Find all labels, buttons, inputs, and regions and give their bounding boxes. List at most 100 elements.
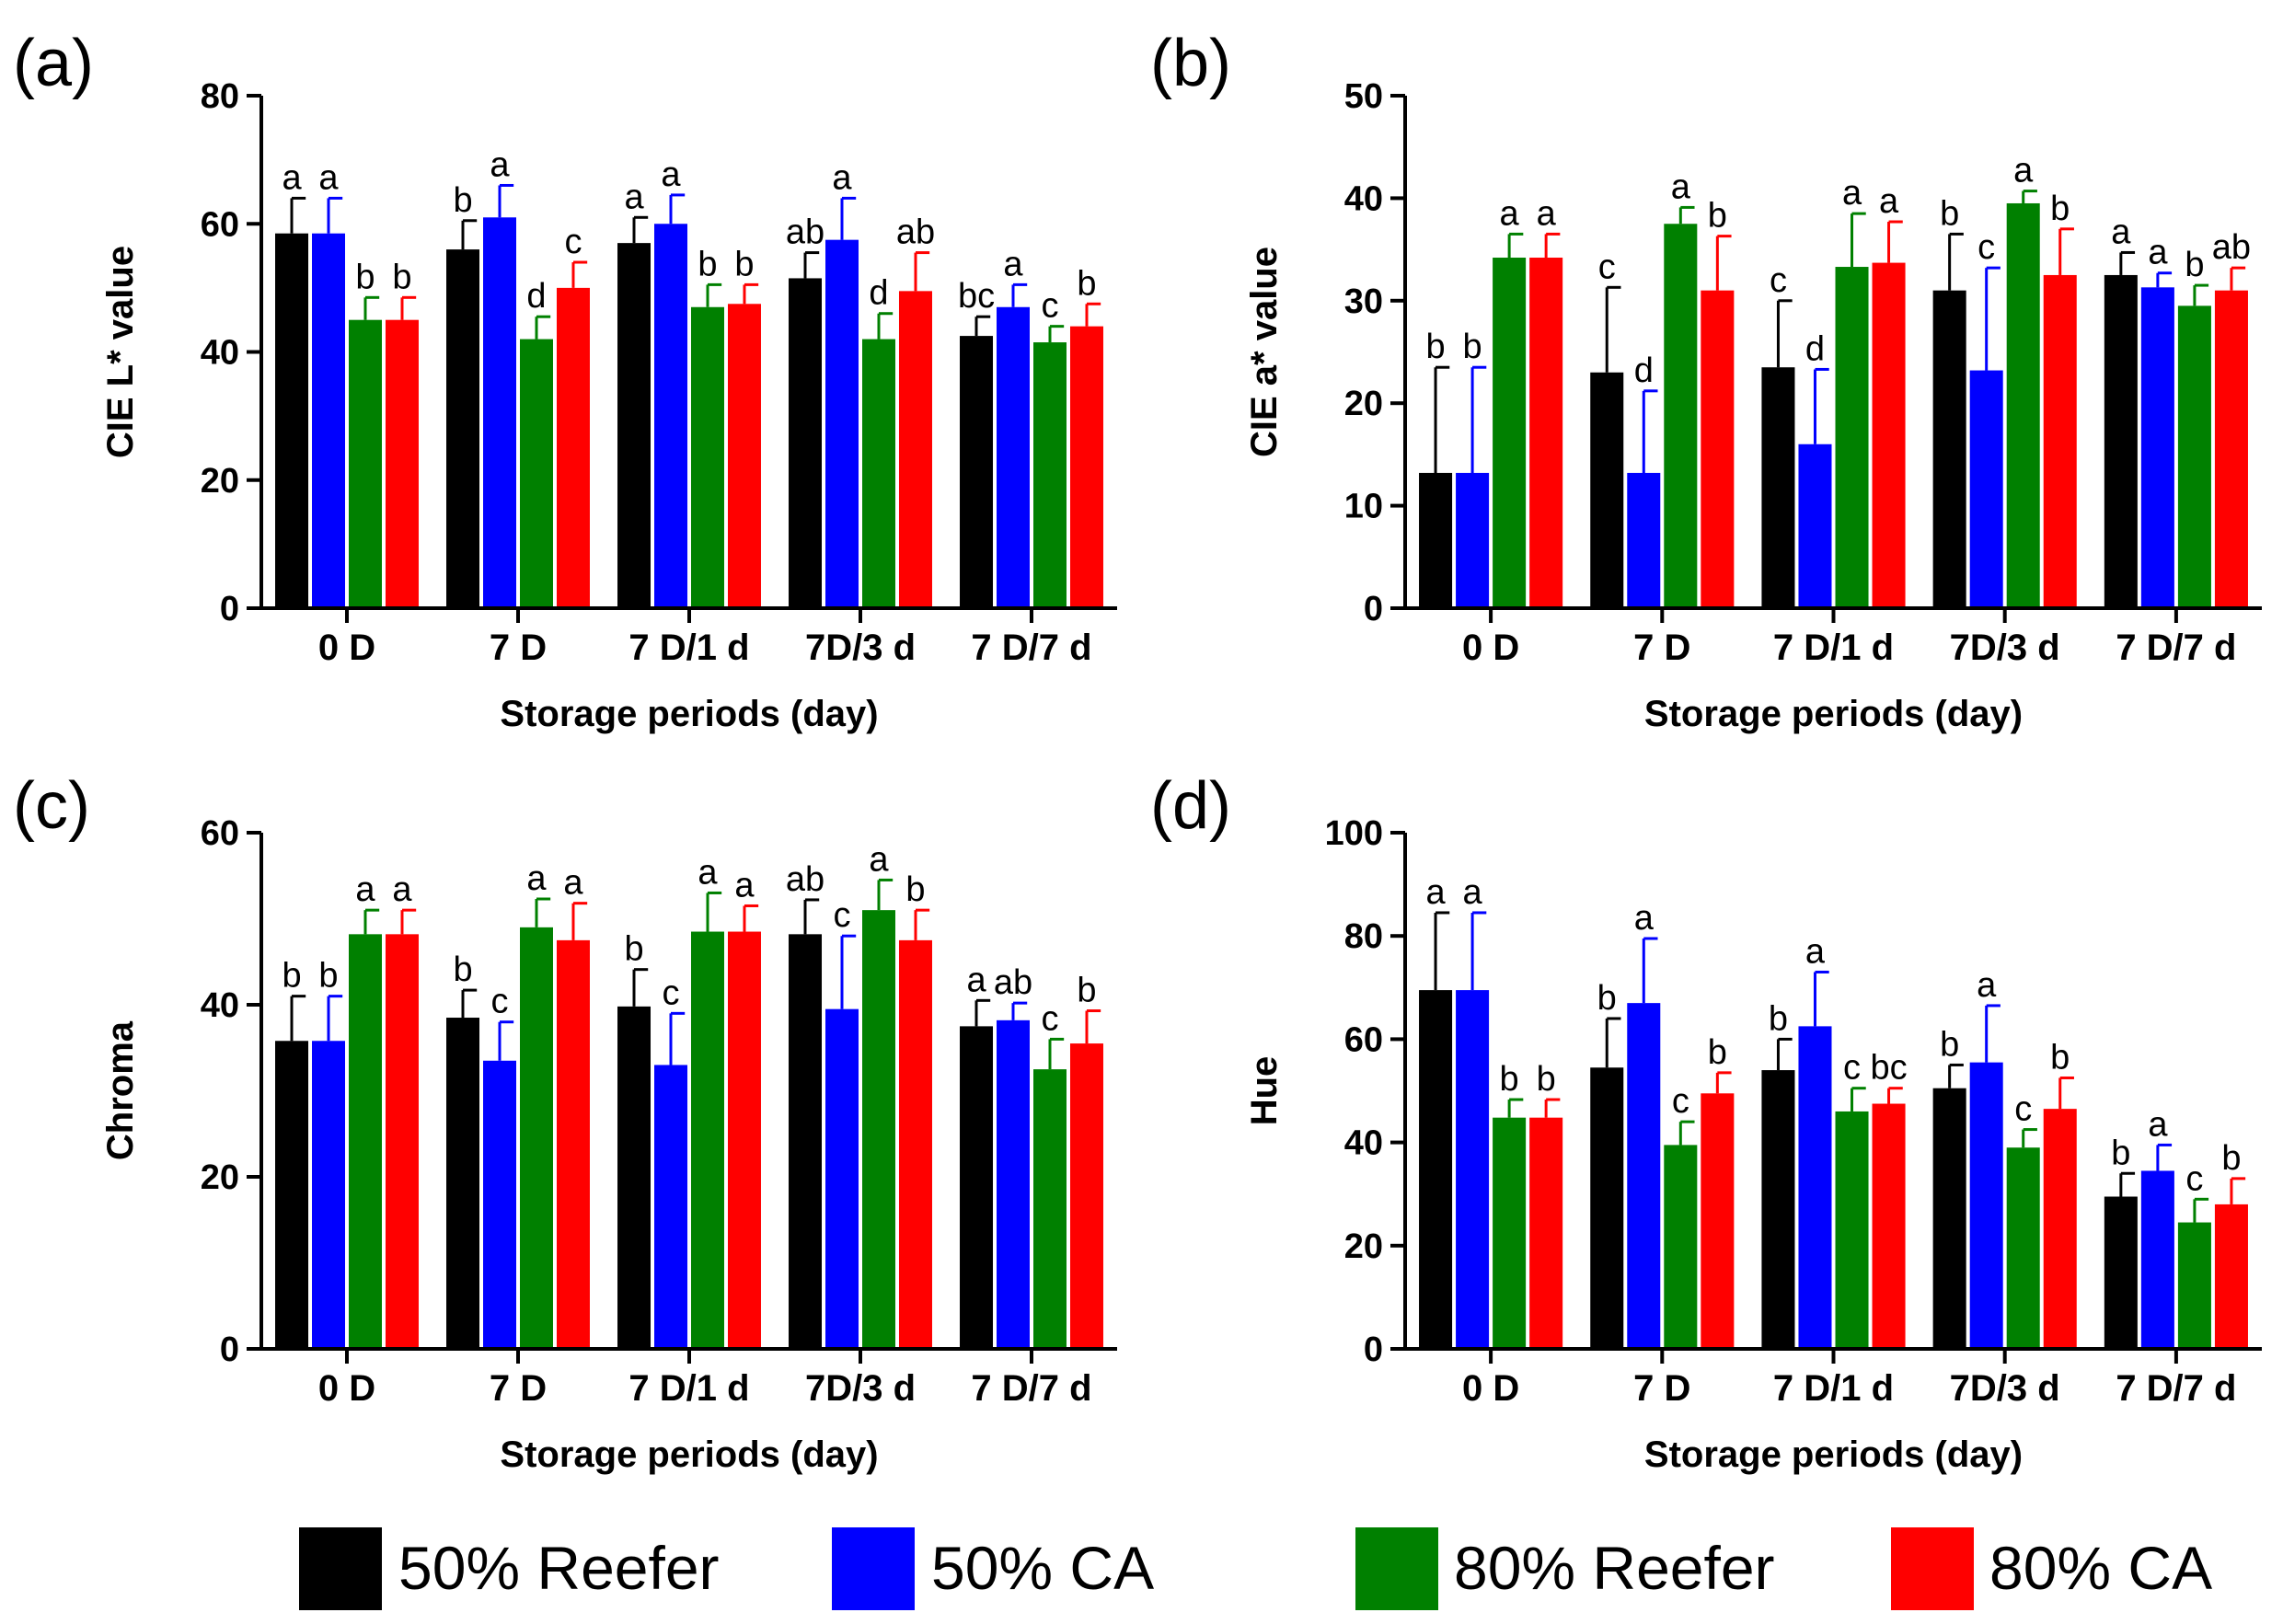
x-tick-label: 7 D/7 d: [2116, 628, 2236, 668]
sig-label-80-ca-7-d-7-d: b: [1077, 972, 1096, 1010]
y-tick-label: 80: [1344, 917, 1383, 956]
bar-50-reefer-0-d: [275, 233, 309, 608]
x-axis-title: Storage periods (day): [1644, 1434, 2023, 1475]
x-axis-title: Storage periods (day): [500, 1434, 878, 1475]
y-tick-label: 30: [1344, 282, 1383, 321]
bar-50-ca-7-d-1-d: [654, 224, 687, 608]
sig-label-80-reefer-7-d: a: [526, 859, 547, 898]
sig-label-50-reefer-7-d: c: [1598, 248, 1616, 286]
sig-label-50-reefer-7d-3-d: ab: [786, 213, 824, 252]
bar-50-ca-7-d-7-d: [2140, 287, 2174, 608]
panel-label: (a): [13, 27, 94, 100]
sig-label-80-ca-7d-3-d: b: [2050, 190, 2070, 228]
bar-50-reefer-7-d-1-d: [617, 243, 651, 608]
x-tick-label: 0 D: [1462, 1368, 1519, 1409]
bar-80-reefer-7-d: [520, 927, 553, 1349]
sig-label-50-ca-7-d-7-d: ab: [994, 963, 1032, 1002]
sig-label-80-ca-7-d-7-d: b: [2221, 1139, 2241, 1178]
y-tick-label: 60: [1344, 1020, 1383, 1059]
y-tick-label: 0: [220, 1330, 239, 1369]
y-axis-title: CIE L* value: [100, 246, 141, 458]
sig-label-50-ca-7-d-1-d: c: [663, 973, 680, 1012]
sig-label-80-reefer-7d-3-d: d: [869, 274, 888, 313]
bar-50-ca-7d-3-d: [1969, 1062, 2003, 1349]
sig-label-80-reefer-0-d: a: [1500, 194, 1520, 233]
sig-label-50-reefer-0-d: b: [1425, 328, 1445, 366]
sig-label-80-reefer-7-d-1-d: a: [1842, 174, 1862, 213]
sig-label-80-ca-7-d-1-d: bc: [1870, 1049, 1907, 1088]
bar-80-ca-7-d-1-d: [727, 931, 761, 1349]
x-tick-label: 7 D/1 d: [628, 1368, 749, 1409]
legend-label-80-reefer: 80% Reefer: [1454, 1534, 1775, 1602]
y-tick-label: 0: [1364, 1330, 1383, 1369]
sig-label-50-ca-7d-3-d: a: [1977, 966, 1997, 1005]
legend-swatch-50-ca: [832, 1527, 915, 1610]
sig-label-50-reefer-0-d: a: [1425, 873, 1446, 912]
sig-label-80-reefer-0-d: b: [355, 258, 375, 296]
bar-80-reefer-7-d: [1664, 1145, 1698, 1349]
x-tick-label: 0 D: [318, 1368, 375, 1409]
sig-label-80-ca-7d-3-d: ab: [896, 213, 935, 252]
bar-50-ca-7-d-7-d: [997, 306, 1030, 608]
sig-label-80-reefer-7d-3-d: a: [2013, 152, 2034, 190]
bar-50-ca-7d-3-d: [825, 1008, 859, 1349]
sig-label-50-ca-7d-3-d: c: [834, 896, 851, 935]
sig-label-50-ca-7-d: a: [1634, 899, 1655, 938]
legend: 50% Reefer 50% CA 80% Reefer 80% CA: [299, 1527, 2212, 1610]
y-tick-label: 80: [201, 77, 239, 116]
sig-label-80-ca-7-d-7-d: b: [1077, 264, 1096, 303]
bar-50-reefer-7-d-1-d: [1761, 367, 1795, 608]
x-tick-label: 7D/3 d: [805, 628, 916, 668]
legend-label-80-ca: 80% CA: [1989, 1534, 2212, 1602]
y-tick-label: 40: [201, 334, 239, 373]
x-tick-label: 7 D/7 d: [971, 1368, 1091, 1409]
sig-label-50-reefer-7d-3-d: b: [1940, 1025, 1959, 1064]
sig-label-50-ca-7-d-1-d: a: [661, 155, 681, 194]
bar-80-reefer-0-d: [349, 319, 382, 608]
y-tick-label: 40: [1344, 1124, 1383, 1163]
x-axis-title: Storage periods (day): [500, 694, 878, 734]
sig-label-80-ca-7-d: b: [1708, 197, 1727, 236]
y-tick-label: 60: [201, 814, 239, 853]
bar-80-reefer-7d-3-d: [862, 339, 895, 608]
bar-80-ca-7-d-1-d: [1872, 1103, 1906, 1349]
bar-80-ca-7-d-1-d: [1872, 262, 1906, 608]
x-tick-label: 7 D/7 d: [971, 628, 1091, 668]
sig-label-80-ca-7-d-1-d: a: [1879, 182, 1899, 221]
y-axis-title: Hue: [1244, 1056, 1285, 1126]
y-axis-title: Chroma: [100, 1020, 141, 1160]
y-tick-label: 60: [201, 205, 239, 244]
bar-50-ca-7-d: [483, 1060, 516, 1349]
sig-label-80-ca-7d-3-d: b: [2050, 1038, 2070, 1077]
sig-label-50-reefer-7-d-7-d: bc: [958, 277, 995, 316]
sig-label-50-reefer-7-d-1-d: a: [624, 178, 644, 216]
sig-label-50-reefer-7-d-1-d: b: [1769, 999, 1788, 1038]
bar-80-ca-7d-3-d: [898, 939, 932, 1349]
sig-label-50-ca-7-d-1-d: d: [1805, 329, 1825, 368]
bar-80-ca-7d-3-d: [898, 291, 932, 608]
bar-80-reefer-0-d: [1493, 1117, 1527, 1349]
sig-label-80-reefer-7d-3-d: a: [869, 840, 889, 879]
sig-label-80-reefer-7-d-1-d: b: [698, 245, 717, 283]
legend-swatch-80-reefer: [1355, 1527, 1438, 1610]
bar-50-ca-7d-3-d: [1969, 370, 2003, 608]
sig-label-80-ca-0-d: a: [392, 870, 412, 909]
legend-label-50-ca: 50% CA: [931, 1534, 1154, 1602]
sig-label-50-ca-0-d: b: [318, 957, 338, 996]
bar-50-ca-0-d: [312, 233, 345, 608]
sig-label-80-reefer-7-d-1-d: a: [698, 853, 718, 892]
y-tick-label: 40: [201, 986, 239, 1025]
bar-80-ca-7-d-1-d: [727, 304, 761, 608]
sig-label-50-ca-0-d: b: [1463, 328, 1482, 366]
y-tick-label: 20: [1344, 1227, 1383, 1266]
x-tick-label: 7 D: [490, 1368, 547, 1409]
sig-label-50-reefer-7-d-7-d: a: [966, 961, 986, 999]
bar-80-reefer-7-d-1-d: [691, 931, 724, 1349]
bar-50-reefer-7-d: [446, 1018, 480, 1349]
sig-label-80-ca-7-d-1-d: b: [734, 245, 754, 283]
bar-50-reefer-7-d: [1590, 372, 1624, 608]
bar-80-reefer-7-d: [520, 339, 553, 608]
